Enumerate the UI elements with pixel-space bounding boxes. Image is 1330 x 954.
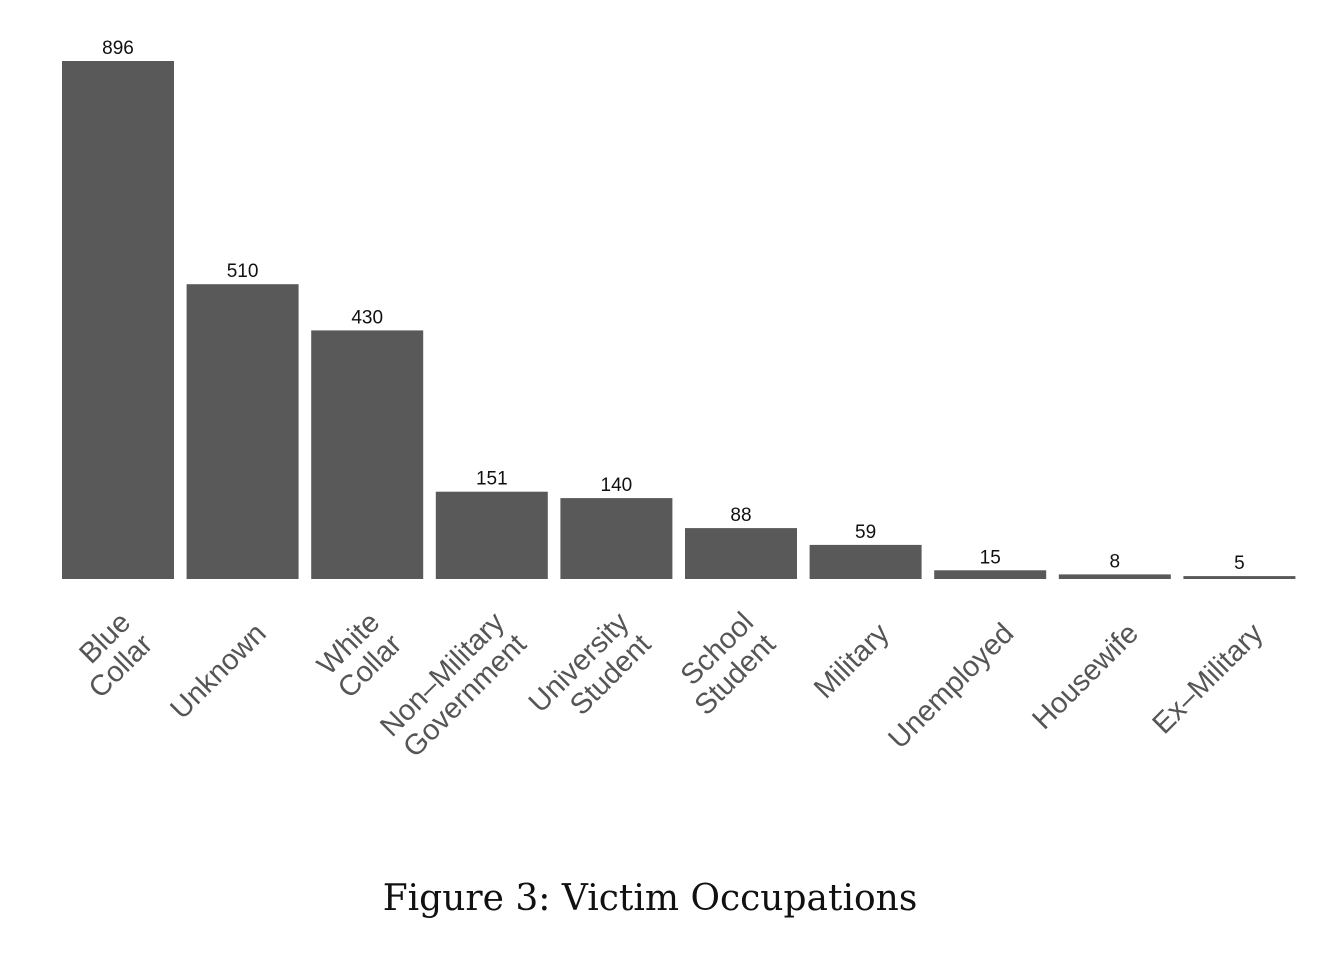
x-tick-label-white-collar: WhiteCollar [310,606,408,704]
x-tick-label-line: Ex–Military [1147,617,1270,740]
bar-housewife [1058,574,1171,579]
x-tick-label-non-military-government: Non–MilitaryGovernment [374,606,533,765]
x-tick-label-unemployed: Unemployed [882,617,1020,755]
data-label-ex-military: 5 [1234,553,1245,574]
data-label-housewife: 8 [1110,551,1121,572]
x-tick-label-military: Military [808,617,896,705]
x-tick-label-ex-military: Ex–Military [1147,617,1270,740]
data-label-unknown: 510 [227,261,259,282]
bar-ex-military [1183,576,1296,579]
data-label-unemployed: 15 [980,547,1001,568]
data-label-school-student: 88 [730,505,751,526]
figure-caption: Figure 3: Victim Occupations [383,878,918,919]
bars-group [62,61,1296,579]
bar-non-military-government [435,491,548,579]
data-label-military: 59 [855,522,876,543]
x-tick-label-unknown: Unknown [164,617,272,725]
data-label-non-military-government: 151 [476,469,508,490]
x-tick-label-school-student: SchoolStudent [667,606,782,721]
bar-school-student [685,528,797,579]
data-label-white-collar: 430 [351,307,383,328]
bar-military [809,544,922,579]
bar-white-collar [311,330,424,579]
bar-unknown [186,284,299,579]
bar-blue-collar [62,61,174,579]
x-tick-label-line: Military [808,617,896,705]
x-tick-label-line: Unknown [164,617,272,725]
x-tick-label-housewife: Housewife [1026,617,1144,735]
x-tick-label-line: Housewife [1026,617,1144,735]
x-tick-label-line: Unemployed [882,617,1020,755]
data-label-university-student: 140 [601,475,633,496]
x-tick-labels-group: BlueCollar Unknown WhiteCollarNon–Military… [61,606,1270,765]
data-labels-group: 896 510 430 151 140 88 59 15 8 5 [102,38,1245,574]
data-label-blue-collar: 896 [102,38,134,59]
bar-university-student [560,498,673,579]
x-tick-label-blue-collar: BlueCollar [61,606,159,704]
x-tick-label-university-student: UniversityStudent [523,606,658,741]
bar-unemployed [934,570,1047,579]
